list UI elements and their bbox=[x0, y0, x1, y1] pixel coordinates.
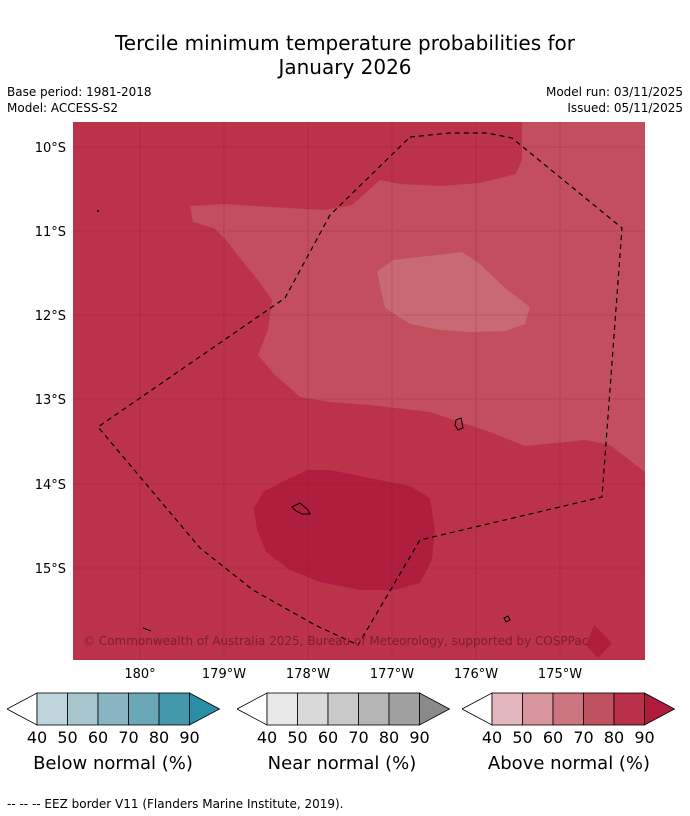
colorbar-ticks: 40 50 60 70 80 90 bbox=[7, 728, 223, 748]
above-normal-60-region bbox=[377, 252, 530, 332]
colorbar-segment bbox=[583, 692, 615, 726]
colorbar-tick-label: 70 bbox=[573, 728, 594, 747]
map-figure: © Commonwealth of Australia 2025, Bureau… bbox=[35, 122, 645, 682]
legend-colorbar: 40 50 60 70 80 90 bbox=[7, 692, 223, 748]
longitude-label: 179°W bbox=[202, 667, 246, 682]
colorbar-segment bbox=[358, 692, 390, 726]
colorbar-segment bbox=[613, 692, 645, 726]
eez-footnote: -- -- -- EEZ border V11 (Flanders Marine… bbox=[7, 797, 344, 811]
colorbar-extend-high bbox=[189, 692, 221, 726]
colorbar-tick-label: 60 bbox=[542, 728, 564, 747]
latitude-label: 15°S bbox=[35, 562, 66, 577]
longitude-label: 176°W bbox=[454, 667, 498, 682]
colorbar-extend-high bbox=[644, 692, 676, 726]
colorbar-segment bbox=[388, 692, 420, 726]
colorbar-tick-label: 70 bbox=[118, 728, 139, 747]
above-normal-90-region bbox=[254, 470, 435, 590]
colorbar-svg bbox=[462, 692, 676, 726]
title-line-2: January 2026 bbox=[278, 55, 412, 79]
colorbar-tick-label: 60 bbox=[317, 728, 339, 747]
latitude-label: 12°S bbox=[35, 309, 66, 324]
copyright-notice: © Commonwealth of Australia 2025, Bureau… bbox=[83, 634, 588, 648]
colorbar-tick-label: 50 bbox=[287, 728, 308, 747]
colorbar-tick-label: 90 bbox=[634, 728, 655, 747]
issued-date: Issued: 05/11/2025 bbox=[567, 101, 683, 115]
colorbar-segment bbox=[67, 692, 99, 726]
map-plot-area: © Commonwealth of Australia 2025, Bureau… bbox=[73, 122, 645, 660]
island-dot bbox=[97, 210, 99, 212]
model-run: Model run: 03/11/2025 bbox=[545, 85, 683, 99]
colorbar-title: Near normal (%) bbox=[267, 753, 417, 774]
colorbar-tick-label: 70 bbox=[348, 728, 369, 747]
colorbar-segment bbox=[97, 692, 129, 726]
colorbar-tick-label: 40 bbox=[481, 728, 503, 747]
colorbar-tick-label: 90 bbox=[409, 728, 430, 747]
colorbar-segment bbox=[158, 692, 190, 726]
longitude-label: 175°W bbox=[538, 667, 582, 682]
colorbar-segment bbox=[36, 692, 68, 726]
colorbar-segment bbox=[297, 692, 329, 726]
meta-left: Base period: 1981-2018 Model: ACCESS-S2 bbox=[7, 84, 152, 116]
colorbar-ticks: 40 50 60 70 80 90 bbox=[462, 728, 678, 748]
colorbar-tick-label: 80 bbox=[378, 728, 400, 747]
colorbar-extend-low bbox=[462, 692, 493, 726]
colorbar-title: Above normal (%) bbox=[487, 753, 651, 774]
colorbar-tick-label: 40 bbox=[26, 728, 48, 747]
title-line-1: Tercile minimum temperature probabilitie… bbox=[114, 31, 576, 55]
latitude-label: 10°S bbox=[35, 141, 66, 156]
above-normal-90-patch bbox=[586, 625, 612, 658]
colorbar-extend-low bbox=[237, 692, 268, 726]
colorbar-segment bbox=[552, 692, 584, 726]
graticule bbox=[73, 122, 645, 660]
colorbar-segment bbox=[491, 692, 523, 726]
colorbar-tick-label: 80 bbox=[603, 728, 625, 747]
colorbar-title: Below normal (%) bbox=[33, 753, 193, 774]
colorbar-segment bbox=[327, 692, 359, 726]
island-futuna bbox=[291, 502, 311, 515]
legend-colorbar: 40 50 60 70 80 90 bbox=[237, 692, 453, 748]
island-wallis bbox=[454, 417, 464, 431]
longitude-label: 178°W bbox=[286, 667, 330, 682]
longitude-label: 177°W bbox=[370, 667, 414, 682]
colorbar-ticks: 40 50 60 70 80 90 bbox=[237, 728, 453, 748]
base-period: Base period: 1981-2018 bbox=[7, 85, 152, 99]
colorbar-tick-label: 90 bbox=[179, 728, 200, 747]
colorbar-tick-label: 50 bbox=[57, 728, 78, 747]
colorbar-extend-low bbox=[7, 692, 38, 726]
colorbar-tick-label: 40 bbox=[256, 728, 278, 747]
model-name: Model: ACCESS-S2 bbox=[7, 101, 119, 115]
longitude-label: 180° bbox=[124, 667, 155, 682]
colorbar-segment bbox=[266, 692, 298, 726]
colorbar-svg bbox=[237, 692, 451, 726]
longitude-labels: 180° 179°W 178°W 177°W 176°W 175°W bbox=[124, 667, 582, 682]
colorbar-tick-label: 60 bbox=[87, 728, 109, 747]
island-small-west bbox=[142, 627, 152, 632]
island-small-east bbox=[503, 615, 511, 623]
meta-right: Model run: 03/11/2025 Issued: 05/11/2025 bbox=[546, 84, 683, 116]
eez-border bbox=[97, 132, 623, 646]
latitude-labels: 10°S 11°S 12°S 13°S 14°S 15°S bbox=[35, 141, 66, 577]
colorbar-segment bbox=[128, 692, 160, 726]
colorbar-tick-label: 50 bbox=[512, 728, 533, 747]
colorbar-segment bbox=[522, 692, 554, 726]
latitude-label: 11°S bbox=[35, 225, 66, 240]
latitude-label: 14°S bbox=[35, 478, 66, 493]
colorbar-tick-label: 80 bbox=[148, 728, 170, 747]
legend-colorbar: 40 50 60 70 80 90 bbox=[462, 692, 678, 748]
colorbar-svg bbox=[7, 692, 221, 726]
map-title: Tercile minimum temperature probabilitie… bbox=[0, 31, 690, 79]
latitude-label: 13°S bbox=[35, 393, 66, 408]
colorbar-extend-high bbox=[419, 692, 451, 726]
